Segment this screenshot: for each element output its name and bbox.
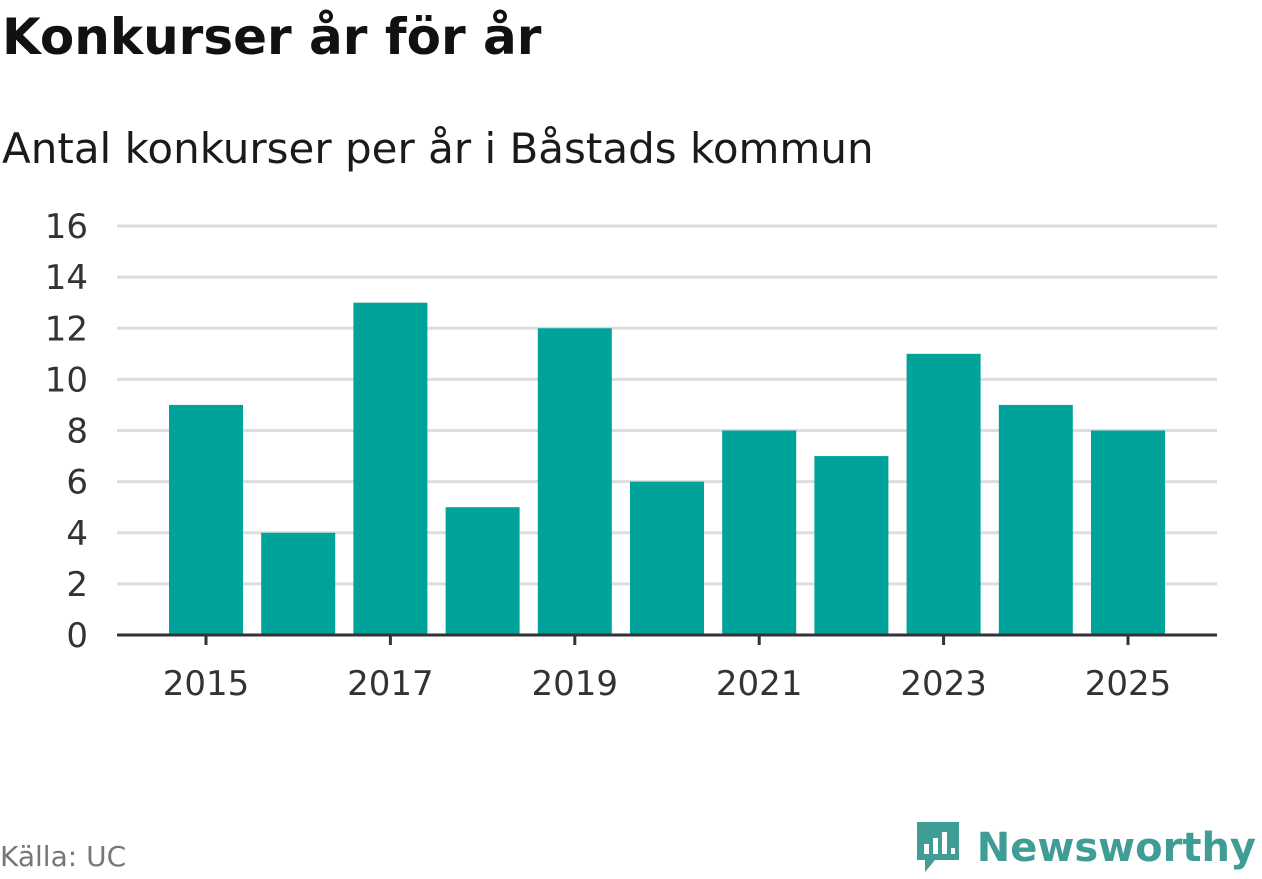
y-tick-label-0: 0 <box>66 616 88 656</box>
chart-title: Konkurser år för år <box>2 8 542 66</box>
brand-logo: Newsworthy <box>913 818 1256 878</box>
bar-2024 <box>998 404 1073 635</box>
bar-2020 <box>630 481 704 635</box>
bars <box>169 302 1165 635</box>
brand-name: Newsworthy <box>976 825 1256 871</box>
y-tick-label-8: 8 <box>66 412 88 452</box>
bar-2025 <box>1091 430 1165 635</box>
bar-2015 <box>169 404 243 635</box>
chart-subtitle: Antal konkurser per år i Båstads kommun <box>2 124 874 173</box>
bar-chart-speech-bubble-icon <box>916 822 959 872</box>
y-tick-label-12: 12 <box>45 309 88 349</box>
bar-2023 <box>906 353 981 635</box>
x-tick-label-2025: 2025 <box>1085 664 1172 704</box>
tick-labels: 0 2 4 6 8 10 12 14 16 2015 2017 2019 2021 2023 2025 <box>45 207 1172 704</box>
bar-2019 <box>537 328 612 635</box>
x-tick-label-2015: 2015 <box>163 664 250 704</box>
x-tick-label-2017: 2017 <box>347 664 434 704</box>
y-tick-label-14: 14 <box>45 258 88 298</box>
x-tick-label-2019: 2019 <box>532 664 619 704</box>
source-note: Källa: UC <box>0 840 127 873</box>
axes <box>117 633 1217 645</box>
x-tick-label-2023: 2023 <box>900 664 987 704</box>
bar-2017 <box>353 302 428 635</box>
y-tick-label-16: 16 <box>45 207 88 247</box>
bar-2016 <box>261 532 336 635</box>
bar-2022 <box>814 456 889 635</box>
bar-chart: 0 2 4 6 8 10 12 14 16 2015 2017 2019 2021 2023 2025 <box>45 207 1217 704</box>
y-tick-label-10: 10 <box>45 360 88 400</box>
y-tick-label-2: 2 <box>66 565 88 605</box>
y-tick-label-6: 6 <box>66 463 88 503</box>
x-tick-label-2021: 2021 <box>716 664 803 704</box>
y-tick-label-4: 4 <box>66 514 88 554</box>
bar-2018 <box>445 507 520 635</box>
bar-2021 <box>722 430 797 635</box>
